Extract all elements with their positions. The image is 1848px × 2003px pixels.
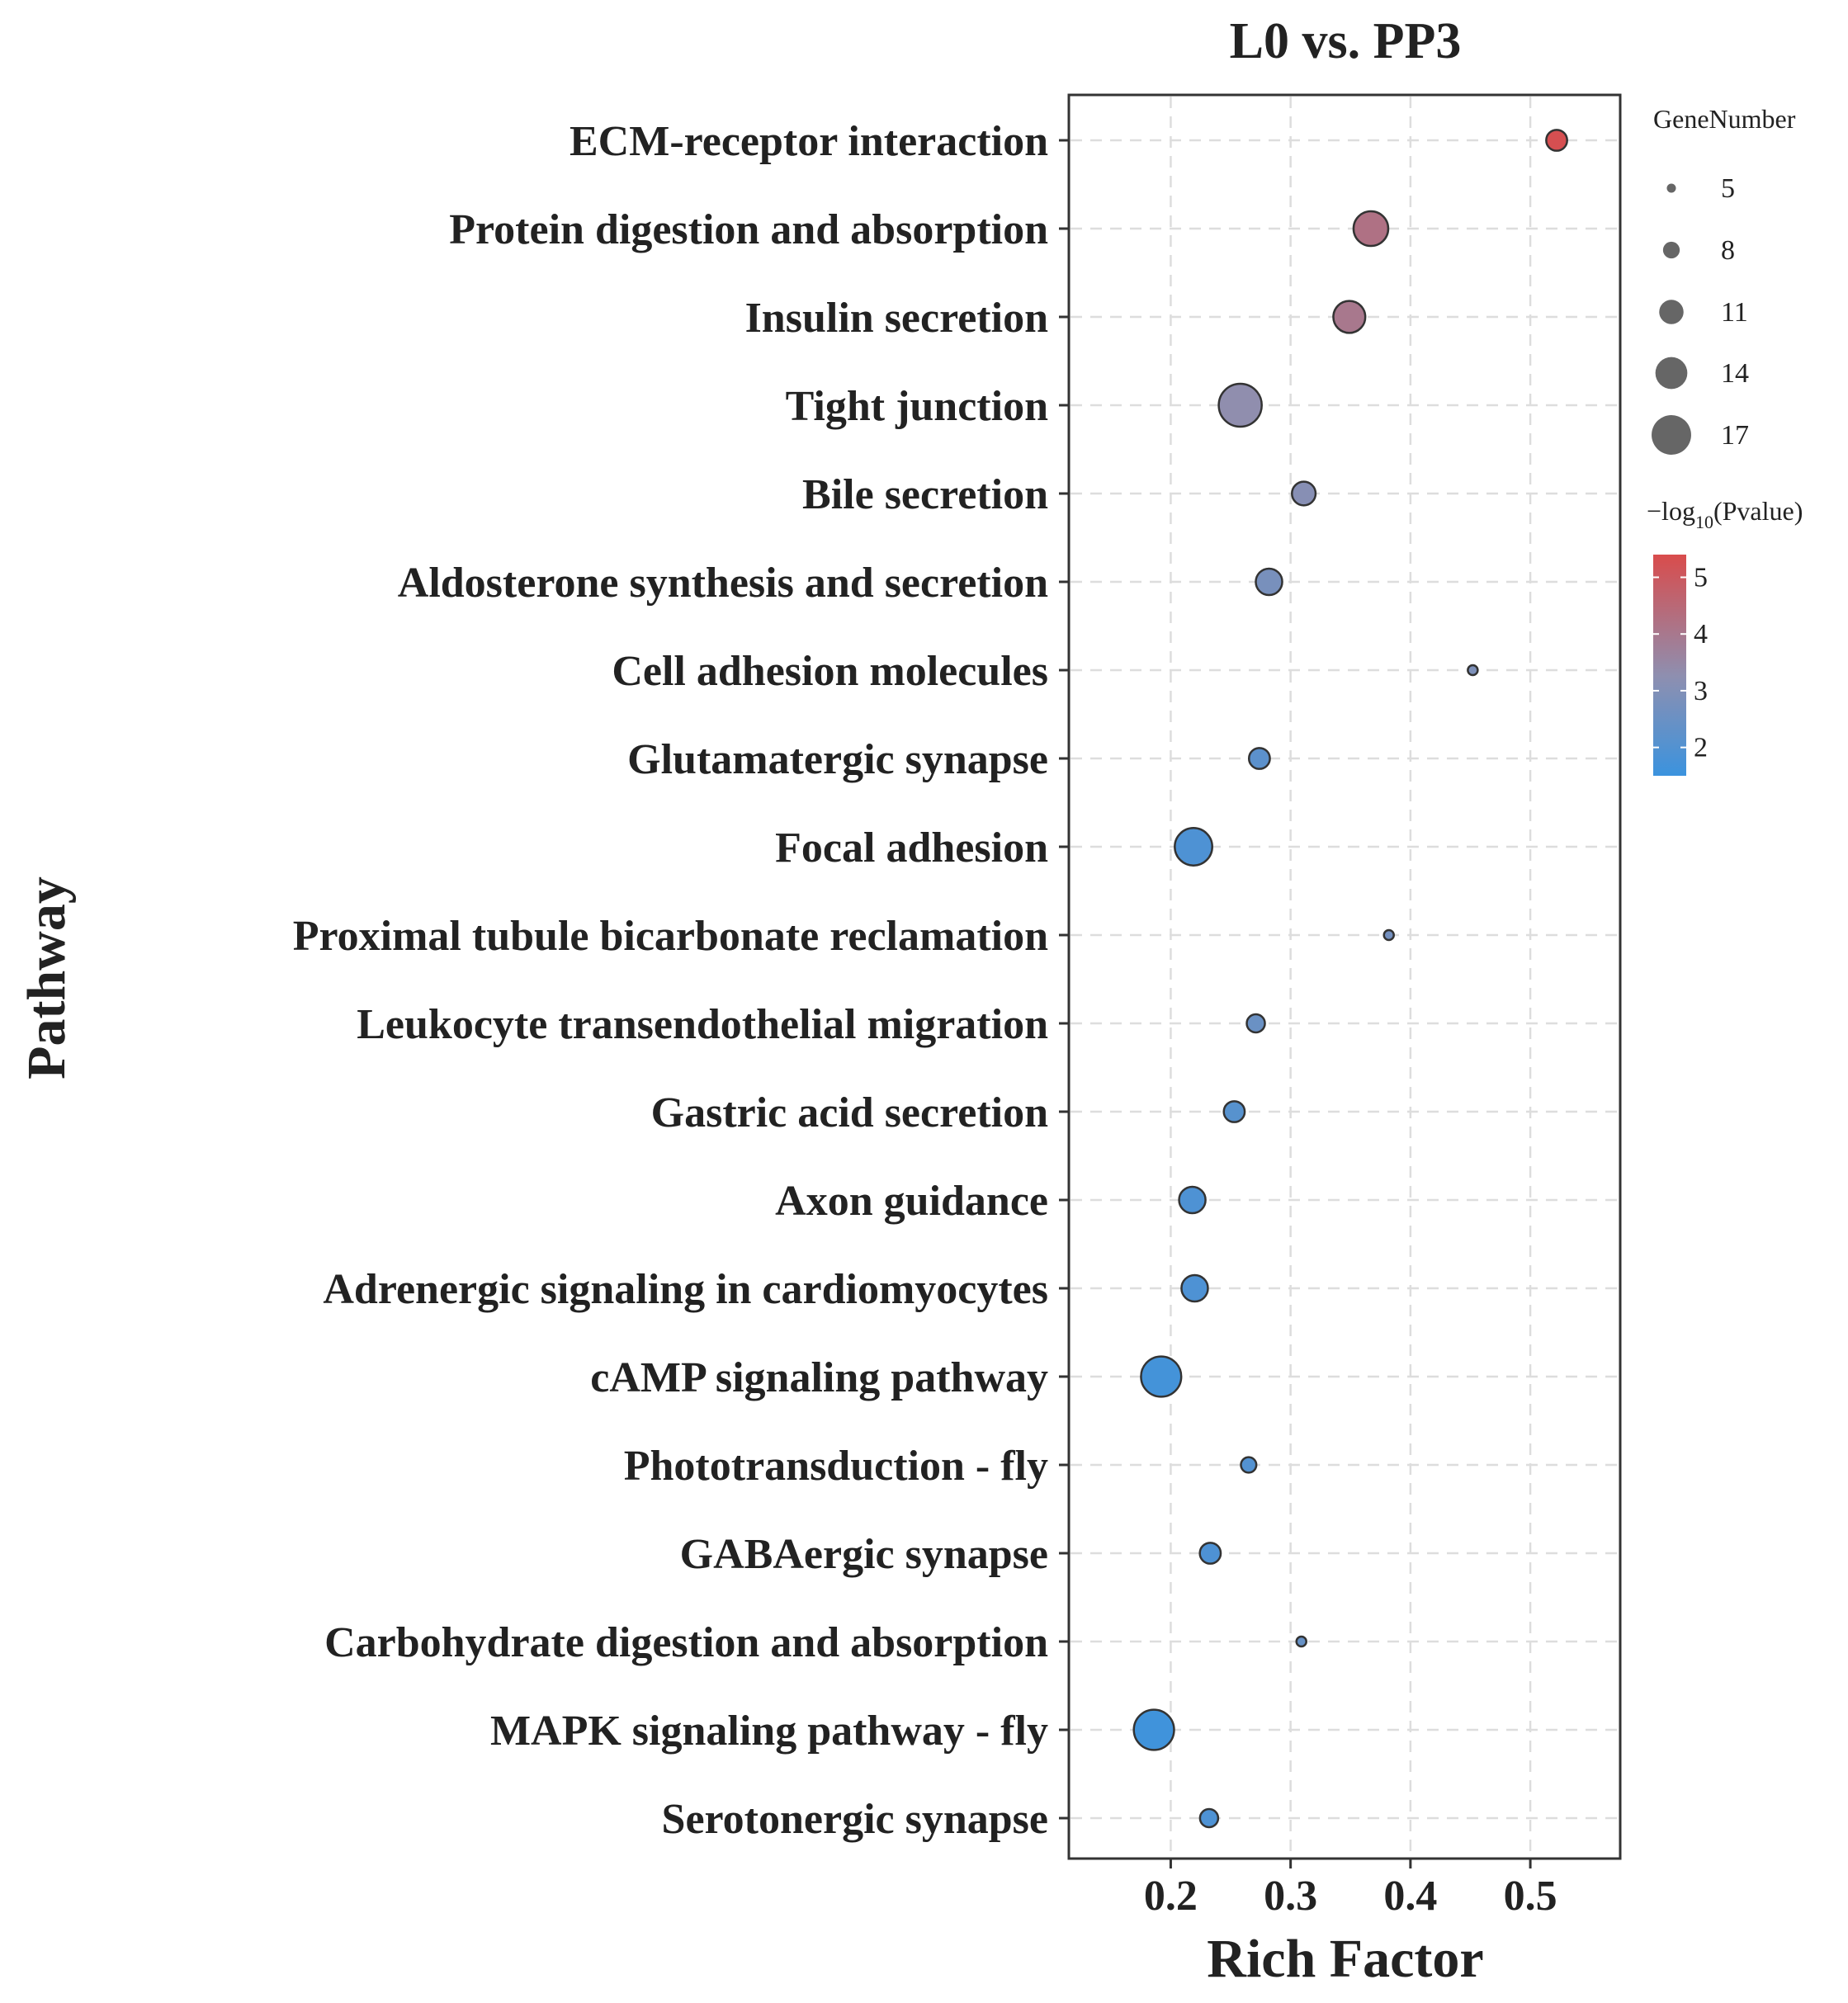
x-tick-label: 0.5: [1504, 1873, 1557, 1920]
pathway-label: Adrenergic signaling in cardiomyocytes: [323, 1266, 1048, 1313]
pathway-label: Bile secretion: [802, 471, 1048, 518]
x-tick-label: 0.3: [1264, 1873, 1317, 1920]
size-legend-key: [1666, 183, 1676, 193]
size-legend-label: 5: [1721, 173, 1735, 204]
pathway-label: MAPK signaling pathway - fly: [490, 1708, 1048, 1755]
color-legend-title-sub: 10: [1695, 512, 1713, 532]
x-tick-label: 0.4: [1383, 1873, 1437, 1920]
point: [1140, 1355, 1183, 1398]
pathway-label: Protein digestion and absorption: [449, 206, 1048, 253]
point: [1198, 1807, 1220, 1829]
colorbar-label: 3: [1694, 676, 1708, 706]
point: [1174, 827, 1213, 867]
point: [1332, 300, 1367, 334]
point: [1382, 928, 1395, 942]
size-legend-key: [1655, 357, 1688, 390]
color-legend-title: −log10(Pvalue): [1647, 496, 1803, 532]
colorbar: [1653, 555, 1686, 776]
point: [1180, 1273, 1209, 1303]
colorbar-label: 2: [1694, 733, 1708, 763]
point: [1255, 567, 1283, 597]
chart-title: L0 vs. PP3: [1230, 13, 1462, 69]
point: [1295, 1635, 1307, 1648]
x-axis-ticks: 0.2 0.3 0.4 0.5: [1144, 1859, 1557, 1920]
point: [1178, 1185, 1207, 1215]
color-legend-title-prefix: −log: [1647, 496, 1695, 526]
pathway-label: Phototransduction - fly: [624, 1443, 1048, 1490]
pathway-label: ECM-receptor interaction: [570, 118, 1048, 165]
size-legend-key: [1652, 415, 1691, 455]
pathway-label: Carbohydrate digestion and absorption: [324, 1619, 1048, 1666]
size-legend-label: 8: [1721, 235, 1735, 266]
pathway-label: Proximal tubule bicarbonate reclamation: [293, 913, 1048, 960]
pathway-label: Focal adhesion: [775, 824, 1048, 872]
pathway-label: Serotonergic synapse: [662, 1796, 1048, 1843]
point: [1222, 1100, 1246, 1123]
point: [1467, 664, 1479, 677]
pathway-labels: ECM-receptor interaction Protein digestio…: [293, 118, 1069, 1843]
size-legend-title: GeneNumber: [1653, 104, 1796, 134]
plot-panel-border: [1067, 93, 1622, 1860]
size-legend: GeneNumber 5 8 11 14 17: [1652, 104, 1796, 455]
pathway-label: Tight junction: [786, 383, 1048, 430]
pathway-label: Leukocyte transendothelial migration: [357, 1001, 1048, 1048]
grid-lines: [1071, 97, 1619, 1857]
color-legend-title-suffix: (Pvalue): [1713, 496, 1803, 526]
color-legend: −log10(Pvalue) 2 3 4 5: [1647, 496, 1803, 776]
point: [1132, 1708, 1175, 1751]
point: [1352, 210, 1390, 248]
point: [1245, 1013, 1266, 1034]
data-points: [1132, 129, 1568, 1829]
colorbar-label: 4: [1694, 619, 1708, 650]
colorbar-label: 5: [1694, 562, 1708, 593]
pathway-label: GABAergic synapse: [680, 1531, 1048, 1578]
size-legend-label: 11: [1721, 297, 1748, 328]
size-legend-label: 14: [1721, 358, 1749, 389]
pathway-label: Cell adhesion molecules: [612, 648, 1048, 695]
point: [1198, 1542, 1222, 1565]
x-axis-title: Rich Factor: [1207, 1929, 1483, 1989]
point: [1291, 480, 1317, 507]
point: [1247, 747, 1271, 770]
pathway-label: Glutamatergic synapse: [627, 736, 1048, 783]
size-legend-key: [1662, 241, 1680, 259]
size-legend-label: 17: [1721, 420, 1749, 451]
pathway-label: Insulin secretion: [745, 295, 1049, 342]
pathway-label: Gastric acid secretion: [651, 1089, 1048, 1136]
y-axis-title: Pathway: [17, 876, 77, 1079]
point: [1545, 129, 1568, 152]
pathway-label: Aldosterone synthesis and secretion: [398, 560, 1048, 607]
point: [1240, 1456, 1258, 1474]
size-legend-key: [1659, 300, 1684, 324]
pathway-label: cAMP signaling pathway: [590, 1354, 1048, 1401]
point: [1217, 382, 1263, 428]
pathway-label: Axon guidance: [775, 1178, 1048, 1225]
x-tick-label: 0.2: [1144, 1873, 1198, 1920]
